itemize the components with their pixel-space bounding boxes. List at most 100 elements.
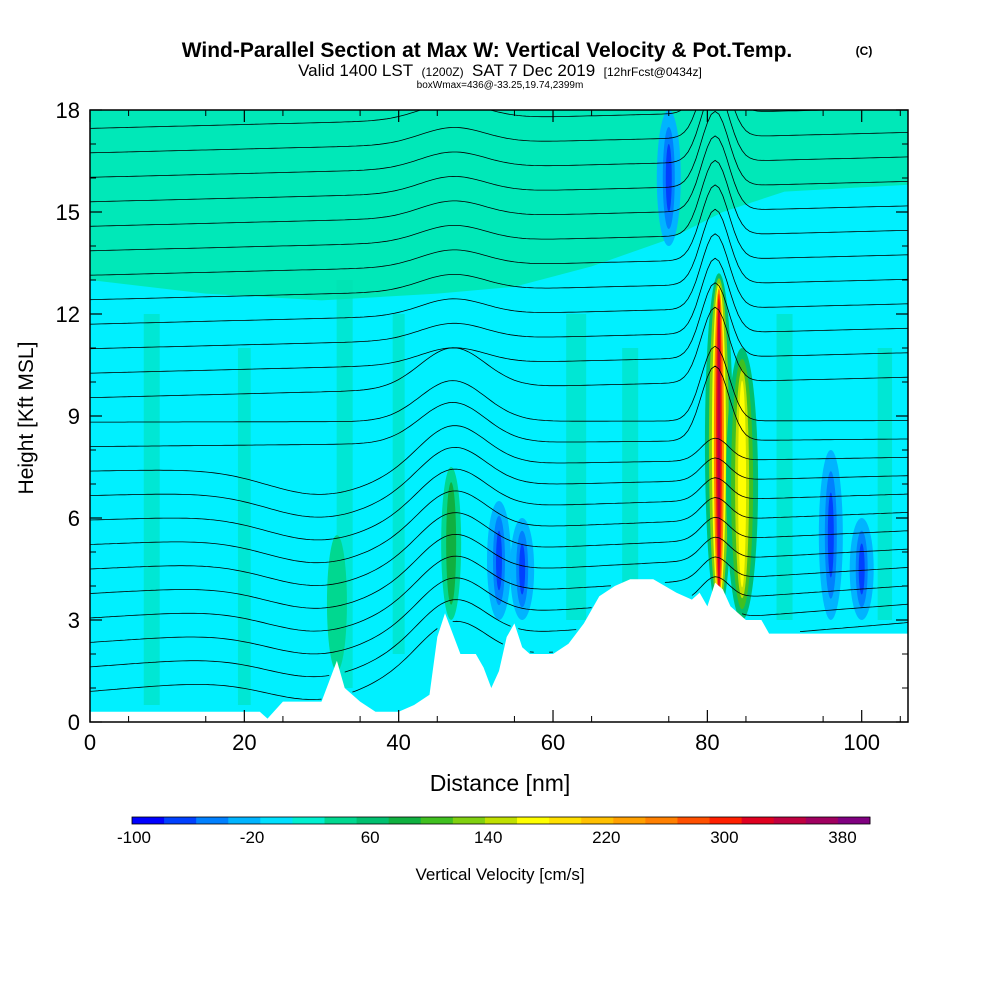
x-tick-label: 80 — [695, 730, 719, 755]
colorbar-swatch — [837, 817, 871, 824]
weak-updraft-streak — [877, 348, 893, 620]
x-tick-label: 100 — [843, 730, 880, 755]
downdraft-contour — [827, 492, 834, 578]
colorbar-swatch — [773, 817, 807, 824]
colorbar-tick-label: 140 — [474, 828, 502, 847]
x-tick-label: 20 — [232, 730, 256, 755]
updraft-contour — [738, 380, 747, 588]
y-tick-label: 9 — [68, 404, 80, 429]
isentrope-line — [90, 512, 908, 586]
colorbar-swatch — [132, 817, 165, 824]
isentrope-line — [90, 110, 908, 154]
colorbar-swatch — [324, 817, 358, 824]
x-tick-label: 0 — [84, 730, 96, 755]
isentrope-line — [90, 110, 908, 178]
isentrope-line — [90, 576, 908, 655]
weak-updraft-streak — [622, 348, 639, 586]
isentrope-line — [90, 208, 908, 301]
isentrope-line — [90, 365, 908, 447]
subtitle-forecast: [12hrFcst@0434z] — [604, 65, 702, 79]
colorbar-swatch — [613, 817, 646, 824]
colorbar-swatch — [420, 817, 454, 824]
y-tick-label: 18 — [56, 98, 80, 123]
subtitle-valid: Valid 1400 LST — [298, 61, 413, 80]
y-tick-label: 6 — [68, 506, 80, 531]
isentrope-line — [90, 468, 908, 541]
downdraft-contour — [496, 530, 502, 591]
colorbar-tick-label: 300 — [710, 828, 738, 847]
chart-title: Wind-Parallel Section at Max W: Vertical… — [182, 39, 793, 62]
isentrope-line — [90, 233, 908, 325]
isentrope-line — [90, 620, 908, 700]
isentrope-line — [90, 306, 908, 398]
colorbar-tick-label: -20 — [240, 828, 265, 847]
isentrope-line — [90, 257, 908, 350]
field-layer — [90, 110, 908, 722]
isentrope-line — [90, 159, 908, 252]
x-tick-label: 60 — [541, 730, 565, 755]
isentrope-line — [90, 184, 908, 276]
isentrope-line — [90, 425, 908, 495]
subtitle-utc: (1200Z) — [422, 65, 464, 79]
x-axis-label: Distance [nm] — [430, 770, 571, 796]
copyright-mark: (C) — [856, 44, 873, 58]
isentrope-line — [90, 446, 908, 518]
isentrope-line — [90, 110, 843, 129]
chart-subtitle: Valid 1400 LST (1200Z) SAT 7 Dec 2019 [1… — [298, 61, 702, 80]
colorbar-swatch — [164, 817, 197, 824]
weak-updraft-streak — [143, 314, 160, 705]
colorbar-swatch — [260, 817, 293, 824]
weak-updraft-streak — [392, 314, 405, 654]
colorbar-swatch — [581, 817, 614, 824]
colorbar-tick-label: 380 — [828, 828, 856, 847]
x-tick-label: 40 — [386, 730, 410, 755]
isentrope-line — [90, 282, 908, 374]
colorbar-swatch — [709, 817, 743, 824]
colorbar-tick-label: 60 — [361, 828, 380, 847]
y-tick-label: 3 — [68, 608, 80, 633]
colorbar-swatch — [196, 817, 229, 824]
colorbar-swatch — [388, 817, 422, 824]
colorbar-tick-label: -100 — [117, 828, 151, 847]
colorbar-swatch — [645, 817, 678, 824]
updraft-contour — [331, 548, 342, 658]
downdraft-contour — [858, 543, 865, 595]
subtitle-date: SAT 7 Dec 2019 — [472, 61, 595, 80]
colorbar-swatch — [292, 817, 326, 824]
isentrope-line — [90, 599, 908, 678]
colorbar-swatch — [677, 817, 711, 824]
colorbar-label: Vertical Velocity [cm/s] — [415, 865, 584, 884]
colorbar-swatch — [517, 817, 550, 824]
isentrope-line — [90, 110, 908, 203]
y-tick-label: 12 — [56, 302, 80, 327]
terrain-mask — [90, 579, 908, 722]
updraft-contour — [446, 482, 457, 605]
colorbar-frame — [131, 816, 871, 825]
colorbar: -100 -20 60 140 220 300 380 — [117, 816, 871, 847]
isentrope-line — [90, 533, 908, 609]
downdraft-contour — [665, 144, 672, 212]
isentrope-line — [90, 345, 908, 423]
isentrope-line — [90, 490, 908, 564]
colorbar-swatch — [228, 817, 261, 824]
plot-area — [90, 110, 908, 722]
weak-updraft-streak — [776, 314, 793, 620]
weak-updraft-streak — [566, 314, 587, 620]
updraft-core-contour — [717, 298, 721, 588]
colorbar-swatch — [484, 817, 518, 824]
colorbar-swatch — [741, 817, 775, 824]
colorbar-swatch — [356, 817, 390, 824]
y-tick-label: 15 — [56, 200, 80, 225]
isentrope-line — [90, 555, 908, 632]
downdraft-contour — [519, 543, 526, 595]
colorbar-swatch — [549, 817, 582, 824]
axes: 0 20 40 60 80 100 0 3 6 9 12 15 18 — [56, 98, 909, 755]
y-tick-label: 0 — [68, 710, 80, 735]
weak-updraft-streak — [237, 348, 251, 705]
box-info: boxWmax=436@-33.25,19.74,2399m — [417, 80, 584, 91]
colorbar-swatch — [805, 817, 839, 824]
colorbar-tick-label: 220 — [592, 828, 620, 847]
colorbar-swatch — [452, 817, 486, 824]
y-axis-label: Height [Kft MSL] — [15, 342, 38, 495]
